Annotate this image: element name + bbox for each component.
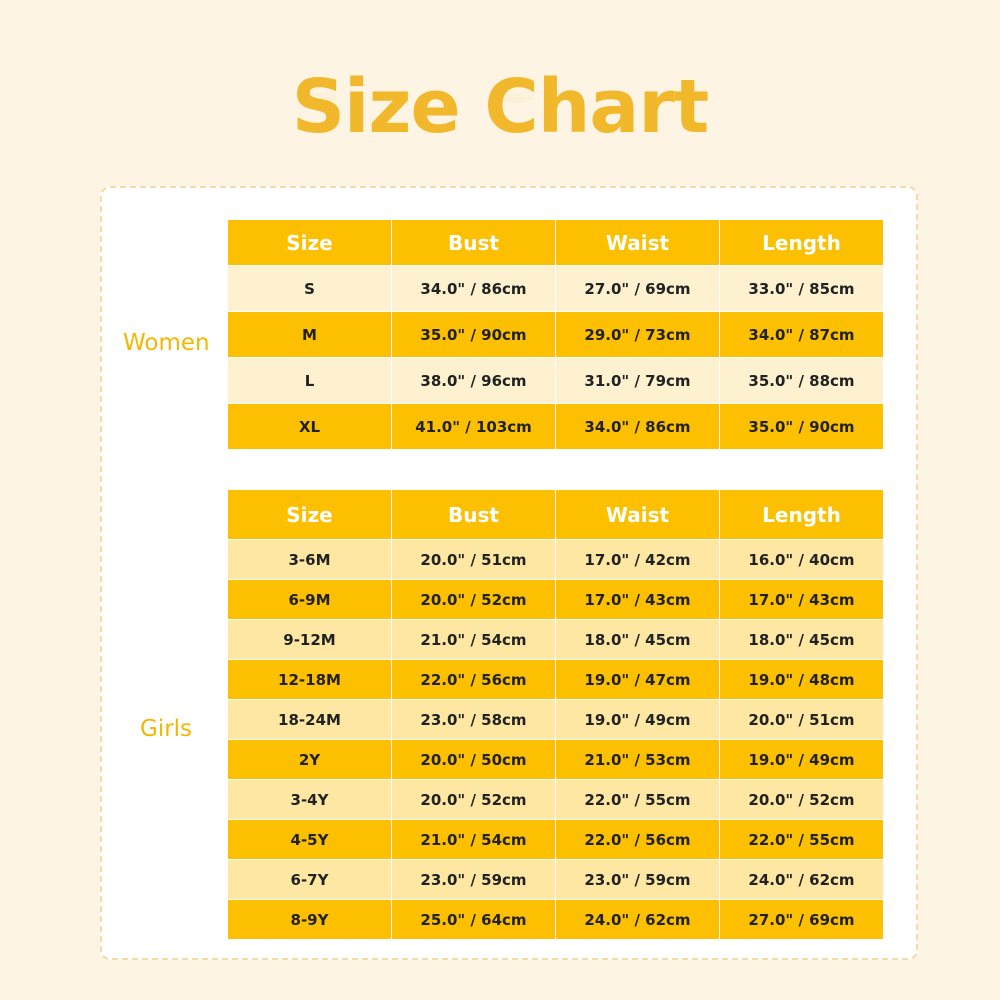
- table-cell: 17.0" / 43cm: [719, 579, 884, 620]
- table-cell: 17.0" / 42cm: [555, 539, 720, 580]
- table-cell: 6-7Y: [227, 859, 392, 900]
- table-cell: 27.0" / 69cm: [719, 899, 884, 940]
- table-row: XL 41.0" / 103cm 34.0" / 86cm 35.0" / 90cm: [227, 403, 884, 450]
- table-cell: 19.0" / 47cm: [555, 659, 720, 700]
- table-cell: 23.0" / 59cm: [391, 859, 556, 900]
- table-cell: L: [227, 357, 392, 404]
- table-cell: 31.0" / 79cm: [555, 357, 720, 404]
- table-cell: S: [227, 265, 392, 312]
- table-row: S 34.0" / 86cm 27.0" / 69cm 33.0" / 85cm: [227, 265, 884, 312]
- women-size-table: Size Bust Waist Length S 34.0" / 86cm 27.0" /…: [227, 219, 884, 450]
- table-cell: 3-6M: [227, 539, 392, 580]
- table-cell: 34.0" / 87cm: [719, 311, 884, 358]
- column-header: Waist: [555, 219, 720, 266]
- table-cell: 38.0" / 96cm: [391, 357, 556, 404]
- table-cell: 24.0" / 62cm: [555, 899, 720, 940]
- table-cell: 19.0" / 49cm: [719, 739, 884, 780]
- table-cell: 23.0" / 58cm: [391, 699, 556, 740]
- table-cell: 20.0" / 51cm: [719, 699, 884, 740]
- table-cell: 21.0" / 54cm: [391, 619, 556, 660]
- table-cell: 29.0" / 73cm: [555, 311, 720, 358]
- table-cell: 17.0" / 43cm: [555, 579, 720, 620]
- table-cell: 41.0" / 103cm: [391, 403, 556, 450]
- table-row: M 35.0" / 90cm 29.0" / 73cm 34.0" / 87cm: [227, 311, 884, 358]
- table-row: 8-9Y 25.0" / 64cm 24.0" / 62cm 27.0" / 69cm: [227, 899, 884, 940]
- girls-label: Girls: [140, 716, 193, 742]
- table-row: 6-9M 20.0" / 52cm 17.0" / 43cm 17.0" / 43cm: [227, 579, 884, 620]
- table-cell: 34.0" / 86cm: [391, 265, 556, 312]
- column-header: Size: [227, 219, 392, 266]
- table-cell: 25.0" / 64cm: [391, 899, 556, 940]
- table-row: 3-4Y 20.0" / 52cm 22.0" / 55cm 20.0" / 52cm: [227, 779, 884, 820]
- table-cell: 22.0" / 56cm: [391, 659, 556, 700]
- table-cell: 23.0" / 59cm: [555, 859, 720, 900]
- table-cell: 12-18M: [227, 659, 392, 700]
- table-cell: 18-24M: [227, 699, 392, 740]
- table-cell: 20.0" / 52cm: [719, 779, 884, 820]
- table-cell: 9-12M: [227, 619, 392, 660]
- table-cell: XL: [227, 403, 392, 450]
- table-row: 12-18M 22.0" / 56cm 19.0" / 47cm 19.0" / 48…: [227, 659, 884, 700]
- column-header: Length: [719, 219, 884, 266]
- table-cell: 35.0" / 88cm: [719, 357, 884, 404]
- column-header: Length: [719, 489, 884, 540]
- table-cell: 35.0" / 90cm: [391, 311, 556, 358]
- table-cell: 8-9Y: [227, 899, 392, 940]
- table-row: 4-5Y 21.0" / 54cm 22.0" / 56cm 22.0" / 55cm: [227, 819, 884, 860]
- table-cell: 18.0" / 45cm: [555, 619, 720, 660]
- table-header-row: Size Bust Waist Length: [227, 219, 884, 266]
- table-cell: 34.0" / 86cm: [555, 403, 720, 450]
- table-cell: 21.0" / 53cm: [555, 739, 720, 780]
- page-title: Size Chart: [291, 64, 709, 150]
- table-cell: 16.0" / 40cm: [719, 539, 884, 580]
- table-row: 2Y 20.0" / 50cm 21.0" / 53cm 19.0" / 49cm: [227, 739, 884, 780]
- table-cell: 4-5Y: [227, 819, 392, 860]
- table-row: 3-6M 20.0" / 51cm 17.0" / 42cm 16.0" / 40cm: [227, 539, 884, 580]
- table-cell: M: [227, 311, 392, 358]
- table-cell: 2Y: [227, 739, 392, 780]
- table-cell: 24.0" / 62cm: [719, 859, 884, 900]
- table-cell: 21.0" / 54cm: [391, 819, 556, 860]
- column-header: Waist: [555, 489, 720, 540]
- table-row: L 38.0" / 96cm 31.0" / 79cm 35.0" / 88cm: [227, 357, 884, 404]
- table-cell: 20.0" / 52cm: [391, 779, 556, 820]
- column-header: Bust: [391, 219, 556, 266]
- table-cell: 35.0" / 90cm: [719, 403, 884, 450]
- women-label: Women: [123, 330, 210, 356]
- table-cell: 22.0" / 55cm: [555, 779, 720, 820]
- table-cell: 3-4Y: [227, 779, 392, 820]
- column-header: Size: [227, 489, 392, 540]
- title-reflection: Size Chart: [291, 68, 709, 116]
- table-row: 18-24M 23.0" / 58cm 19.0" / 49cm 20.0" / 51…: [227, 699, 884, 740]
- table-cell: 33.0" / 85cm: [719, 265, 884, 312]
- girls-size-table: Size Bust Waist Length 3-6M 20.0" / 51cm 17.0…: [227, 489, 884, 940]
- table-row: 9-12M 21.0" / 54cm 18.0" / 45cm 18.0" / 45c…: [227, 619, 884, 660]
- table-header-row: Size Bust Waist Length: [227, 489, 884, 540]
- table-cell: 18.0" / 45cm: [719, 619, 884, 660]
- table-cell: 20.0" / 50cm: [391, 739, 556, 780]
- table-cell: 19.0" / 48cm: [719, 659, 884, 700]
- table-cell: 20.0" / 52cm: [391, 579, 556, 620]
- column-header: Bust: [391, 489, 556, 540]
- table-cell: 27.0" / 69cm: [555, 265, 720, 312]
- table-cell: 22.0" / 55cm: [719, 819, 884, 860]
- table-cell: 6-9M: [227, 579, 392, 620]
- table-cell: 19.0" / 49cm: [555, 699, 720, 740]
- table-cell: 22.0" / 56cm: [555, 819, 720, 860]
- table-row: 6-7Y 23.0" / 59cm 23.0" / 59cm 24.0" / 62cm: [227, 859, 884, 900]
- table-cell: 20.0" / 51cm: [391, 539, 556, 580]
